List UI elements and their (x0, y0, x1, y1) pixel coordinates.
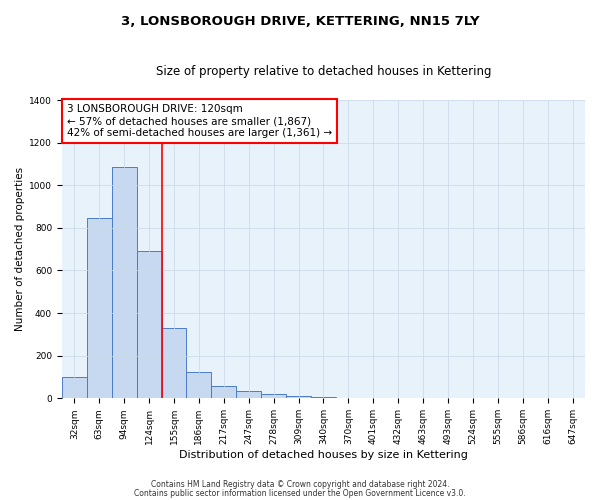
Bar (187, 372, 211, 398)
Bar (261, 394, 286, 398)
X-axis label: Distribution of detached houses by size in Kettering: Distribution of detached houses by size … (179, 450, 468, 460)
Bar (161, 328, 187, 398)
Y-axis label: Number of detached properties: Number of detached properties (15, 167, 25, 331)
Text: Contains public sector information licensed under the Open Government Licence v3: Contains public sector information licen… (134, 488, 466, 498)
Text: Contains HM Land Registry data © Crown copyright and database right 2024.: Contains HM Land Registry data © Crown c… (151, 480, 449, 489)
Bar (211, 386, 236, 398)
Bar (87, 218, 112, 398)
Title: Size of property relative to detached houses in Kettering: Size of property relative to detached ho… (155, 65, 491, 78)
Bar (236, 391, 261, 398)
Bar (137, 252, 161, 398)
Text: 3 LONSBOROUGH DRIVE: 120sqm
← 57% of detached houses are smaller (1,867)
42% of : 3 LONSBOROUGH DRIVE: 120sqm ← 57% of det… (67, 104, 332, 138)
Bar (112, 167, 137, 398)
Text: 3, LONSBOROUGH DRIVE, KETTERING, NN15 7LY: 3, LONSBOROUGH DRIVE, KETTERING, NN15 7L… (121, 15, 479, 28)
Bar (62, 377, 87, 398)
Bar (286, 396, 311, 398)
